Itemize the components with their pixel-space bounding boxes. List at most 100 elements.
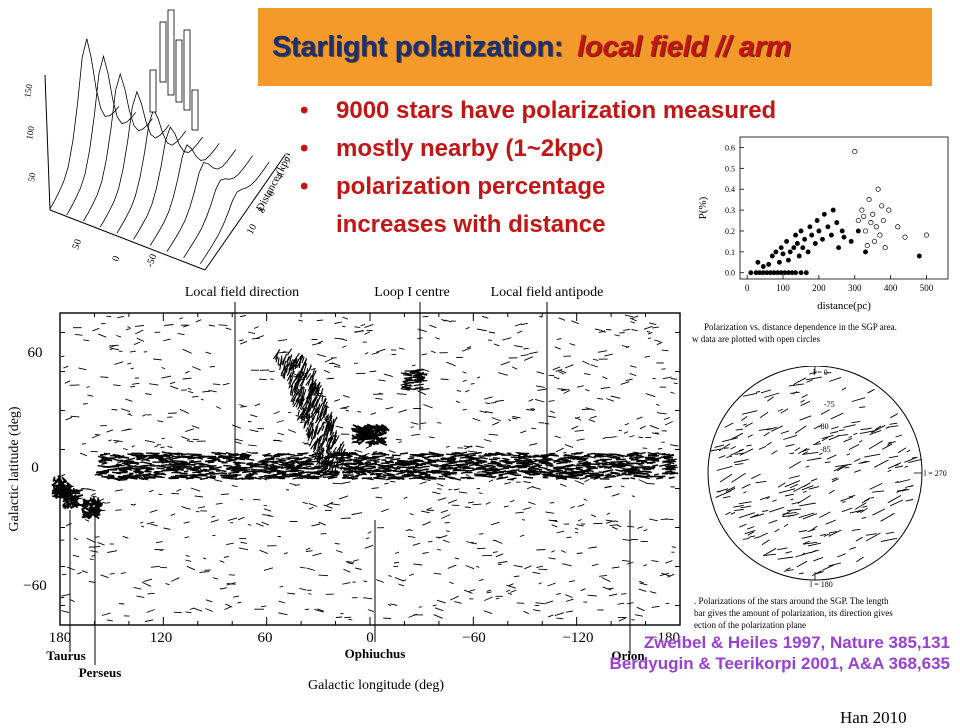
polarization-vector — [454, 462, 461, 463]
scatter-point-filled — [799, 271, 803, 275]
scatter-point-open — [876, 187, 880, 191]
scatter-y-label: P(%) — [697, 196, 709, 219]
histogram-ridge — [83, 74, 152, 221]
polarization-vector — [635, 460, 643, 461]
polarization-vector — [589, 471, 594, 472]
polarization-vector — [628, 454, 639, 455]
scatter-point-open — [881, 218, 885, 222]
y-tick-label: −60 — [23, 578, 46, 594]
polarization-vector — [604, 477, 616, 478]
polarization-vector — [519, 454, 524, 455]
polarization-vector — [171, 493, 179, 494]
polarization-vector — [365, 462, 371, 463]
polarization-vector — [606, 329, 611, 330]
polarization-vector — [221, 473, 227, 474]
polarization-vector — [156, 468, 164, 469]
scatter-point-filled — [813, 241, 817, 245]
polarization-vector — [629, 463, 636, 464]
polarization-vector — [119, 470, 127, 471]
polarization-vector — [451, 453, 459, 454]
histogram-ridge — [67, 56, 136, 215]
polarization-vector — [96, 509, 101, 510]
scatter-point-open — [853, 149, 857, 153]
scatter-point-open — [862, 214, 866, 218]
polarization-vector — [643, 467, 655, 468]
polarization-vector — [557, 461, 562, 462]
polarization-vector — [465, 507, 471, 508]
polarization-vector — [373, 452, 377, 453]
scatter-x-tick-label: 400 — [884, 283, 898, 293]
polarization-map-figure: Local field direction Loop I centre Loca… — [0, 280, 700, 700]
polarization-vector — [102, 460, 112, 461]
polarization-vector — [325, 474, 333, 475]
polarization-vector — [582, 473, 591, 474]
scatter-point-filled — [840, 229, 844, 233]
scatter-point-open — [874, 225, 878, 229]
polarization-vector — [567, 537, 572, 538]
scatter-point-filled — [806, 250, 810, 254]
scatter-x-tick-label: 100 — [776, 283, 790, 293]
scatter-point-filled — [777, 260, 781, 264]
polarization-vector — [273, 455, 280, 456]
polarization-vector — [108, 475, 114, 476]
polarization-vector — [460, 457, 467, 458]
polarization-vector — [426, 474, 430, 475]
polarization-vector — [619, 333, 624, 334]
scatter-x-tick-label: 200 — [812, 283, 826, 293]
scatter-point-open — [865, 243, 869, 247]
polarization-vector — [416, 465, 423, 466]
polarization-vector — [229, 575, 235, 576]
x-tick-label: 60 — [258, 630, 273, 646]
scatter-point-filled — [815, 218, 819, 222]
scatter-point-filled — [837, 246, 841, 250]
polarization-vector — [252, 338, 260, 339]
polarization-vector — [630, 457, 640, 458]
hist-axis-label: Distance (kpc) — [254, 151, 290, 214]
polarization-vector — [507, 472, 517, 473]
scatter-point-open — [856, 218, 860, 222]
polarization-vector — [642, 448, 647, 449]
histogram-bar — [168, 10, 174, 95]
annotation-local-field-direction: Local field direction — [185, 285, 299, 300]
polarization-vector — [131, 462, 137, 463]
polarization-vector — [533, 474, 540, 475]
circle-caption-line: ection of the polarization plane — [694, 620, 806, 630]
polarization-vector — [251, 470, 263, 471]
polarization-vector — [397, 461, 406, 462]
x-tick-label: 0 — [366, 630, 374, 646]
x-tick-label: −120 — [563, 630, 594, 646]
polarization-vector — [354, 327, 360, 328]
polarization-vector — [593, 461, 598, 462]
polarization-vector — [667, 465, 677, 466]
polarization-vector — [231, 468, 239, 469]
polarization-vector — [351, 429, 360, 430]
polarization-vector — [490, 470, 498, 471]
scatter-point-filled — [835, 221, 839, 225]
scatter-point-filled — [797, 254, 801, 258]
polarization-vector — [556, 476, 560, 477]
x-tick-label: 180 — [49, 630, 72, 646]
polarization-vector — [72, 497, 73, 500]
polarization-vector — [209, 468, 214, 469]
polarization-vector — [161, 474, 167, 475]
annotation-ophiuchus: Ophiuchus — [345, 646, 406, 661]
polarization-vector — [332, 483, 341, 484]
histogram-bar — [184, 30, 190, 110]
circle-label-l0: l = 0 — [813, 368, 828, 377]
scatter-point-filled — [808, 225, 812, 229]
histogram-ridge — [150, 143, 219, 245]
polarization-vector — [400, 453, 408, 454]
polarization-vector — [208, 462, 215, 463]
polarization-vector — [117, 460, 124, 461]
polarization-vector — [360, 455, 366, 456]
polarization-vector — [489, 469, 498, 470]
polarization-vector — [666, 455, 674, 456]
polarization-vector — [417, 478, 425, 479]
polarization-vector — [605, 475, 610, 476]
polarization-vector — [551, 470, 561, 471]
hist-lon-tick: -50 — [144, 253, 159, 269]
sgp-circle — [708, 366, 922, 580]
scatter-point-filled — [785, 239, 789, 243]
polarization-vector — [388, 465, 397, 466]
polarization-vector — [221, 494, 229, 495]
